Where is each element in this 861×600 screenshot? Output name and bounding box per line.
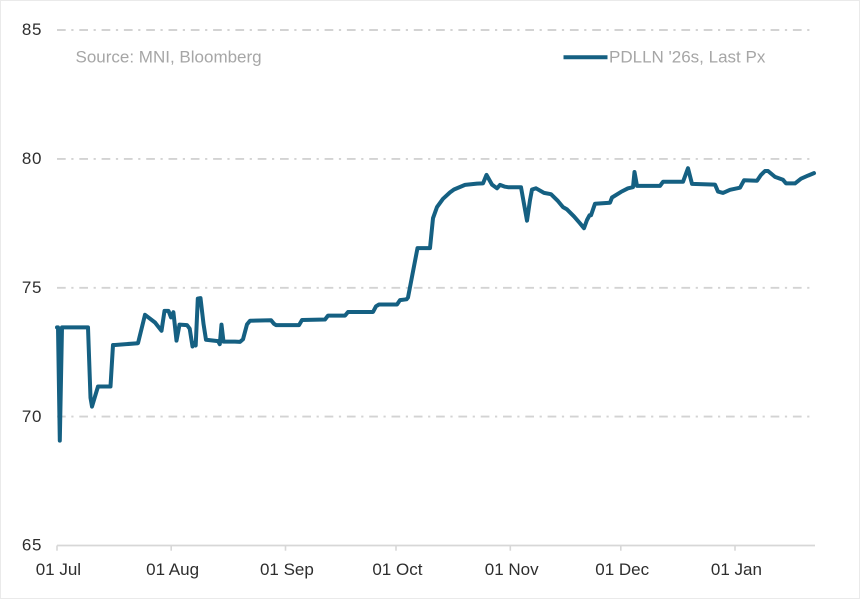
svg-text:75: 75: [22, 278, 42, 297]
svg-text:01 Jan: 01 Jan: [711, 560, 762, 579]
svg-text:01 Oct: 01 Oct: [372, 560, 422, 579]
svg-text:PDLLN '26s, Last Px: PDLLN '26s, Last Px: [609, 47, 766, 66]
svg-text:01 Dec: 01 Dec: [595, 560, 649, 579]
svg-text:01 Aug: 01 Aug: [146, 560, 199, 579]
svg-text:80: 80: [22, 149, 42, 168]
svg-text:01 Nov: 01 Nov: [485, 560, 539, 579]
svg-text:85: 85: [22, 20, 42, 39]
svg-text:01 Sep: 01 Sep: [260, 560, 314, 579]
svg-text:70: 70: [22, 407, 42, 426]
svg-text:Source: MNI, Bloomberg: Source: MNI, Bloomberg: [76, 47, 262, 66]
svg-text:01 Jul: 01 Jul: [36, 560, 81, 579]
svg-text:65: 65: [22, 536, 42, 555]
